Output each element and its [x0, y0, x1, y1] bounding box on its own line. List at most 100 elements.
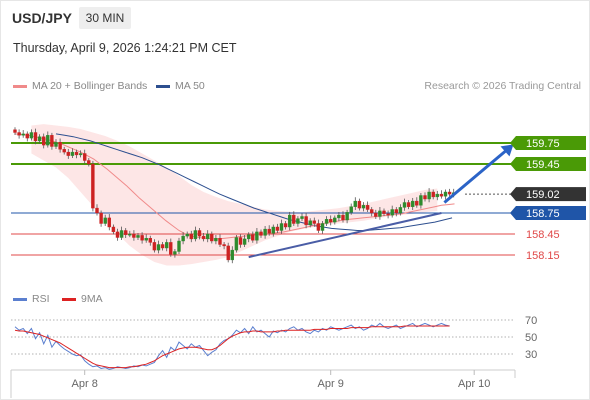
candle [419, 195, 423, 206]
price-tag-bg-159.75 [516, 136, 586, 150]
rsi-level-label-50: 50 [525, 332, 537, 344]
legend-rsi-swatch [13, 297, 27, 301]
candle [107, 217, 112, 228]
candle [156, 244, 161, 251]
legend-ma50-label: MA 50 [175, 80, 205, 92]
candle [95, 207, 99, 214]
candle [279, 223, 284, 231]
legend-rsi-ma: 9MA [62, 293, 103, 305]
candle [132, 233, 136, 238]
candle [210, 233, 214, 242]
candle [226, 245, 230, 261]
candle [13, 129, 17, 133]
candle [37, 136, 42, 142]
candle [230, 249, 235, 261]
candle [320, 223, 325, 231]
candle [411, 200, 415, 207]
candle [267, 228, 271, 234]
price-tag-bg-158.75 [516, 206, 586, 220]
rsi-line [14, 322, 450, 370]
x-tick-label: Apr 8 [72, 378, 98, 390]
candle [234, 237, 239, 251]
candle [173, 251, 177, 255]
candle [123, 230, 128, 235]
candle [398, 207, 403, 214]
candle [353, 200, 357, 207]
candle [251, 234, 255, 241]
candle [316, 223, 321, 231]
candle [365, 205, 370, 210]
credit-text: Research © 2026 Trading Central [424, 80, 581, 92]
candle [283, 223, 288, 228]
candle [185, 233, 189, 237]
candle [447, 191, 452, 195]
price-tag-bg-159.45 [516, 157, 586, 171]
candle [197, 230, 202, 237]
candle [296, 218, 300, 224]
candle [255, 231, 259, 241]
candle [201, 235, 206, 240]
candle [78, 153, 83, 156]
candle [46, 135, 50, 146]
candle [246, 234, 251, 240]
x-tick-label: Apr 9 [318, 378, 344, 390]
legend-ma20-swatch [13, 84, 27, 88]
candle [423, 195, 427, 200]
candle [382, 210, 386, 214]
candle [349, 206, 353, 213]
candle [103, 217, 107, 224]
candle [144, 237, 148, 241]
price-tag-158.75: 158.75 [526, 208, 560, 220]
candle [21, 133, 25, 136]
candle [435, 193, 439, 198]
candle [99, 212, 103, 224]
candle [439, 193, 444, 197]
forecast-arrow-shaft [443, 148, 509, 204]
candle [415, 200, 419, 206]
candle [169, 242, 173, 255]
legend-ma50: MA 50 [156, 80, 205, 92]
candle [29, 132, 34, 139]
candle [361, 205, 366, 209]
candle [370, 209, 374, 214]
candle [431, 191, 435, 198]
rsi-level-label-70: 70 [525, 315, 537, 327]
candle [33, 132, 38, 142]
price-tag-159.45: 159.45 [526, 159, 560, 171]
candle [443, 191, 448, 197]
candle [242, 238, 247, 245]
candle [238, 237, 243, 245]
symbol-title: USD/JPY [12, 10, 72, 26]
rsi-level-label-30: 30 [525, 349, 537, 361]
candle [62, 149, 66, 153]
legend-ma50-swatch [156, 84, 170, 88]
price-tag-pointer-159.45 [510, 157, 516, 171]
candle [205, 233, 210, 240]
candle [66, 151, 71, 156]
candle [70, 151, 75, 156]
candle [42, 136, 46, 146]
legend-ma20: MA 20 + Bollinger Bands [13, 80, 147, 92]
candle [25, 133, 29, 139]
candle [115, 231, 120, 238]
candle [329, 219, 333, 223]
candle [152, 242, 157, 251]
candle [378, 210, 382, 217]
candle [87, 160, 91, 165]
candle [271, 226, 275, 234]
forecast-arrow-head [500, 144, 514, 157]
candle [82, 153, 87, 161]
candle [337, 214, 341, 219]
price-tag-pointer-159.75 [510, 136, 516, 150]
candle [136, 235, 140, 238]
candle [177, 240, 181, 252]
price-tag-159.75: 159.75 [526, 138, 560, 150]
interval-button[interactable]: 30 MIN [79, 7, 131, 29]
legend-rsi-label: RSI [32, 293, 50, 305]
datetime-label: Thursday, April 9, 2026 1:24:21 PM CET [13, 41, 237, 55]
candle [374, 212, 378, 217]
candle [259, 231, 263, 236]
legend-rsi-ma-label: 9MA [81, 293, 103, 305]
candle [357, 200, 362, 209]
candle [308, 220, 312, 226]
